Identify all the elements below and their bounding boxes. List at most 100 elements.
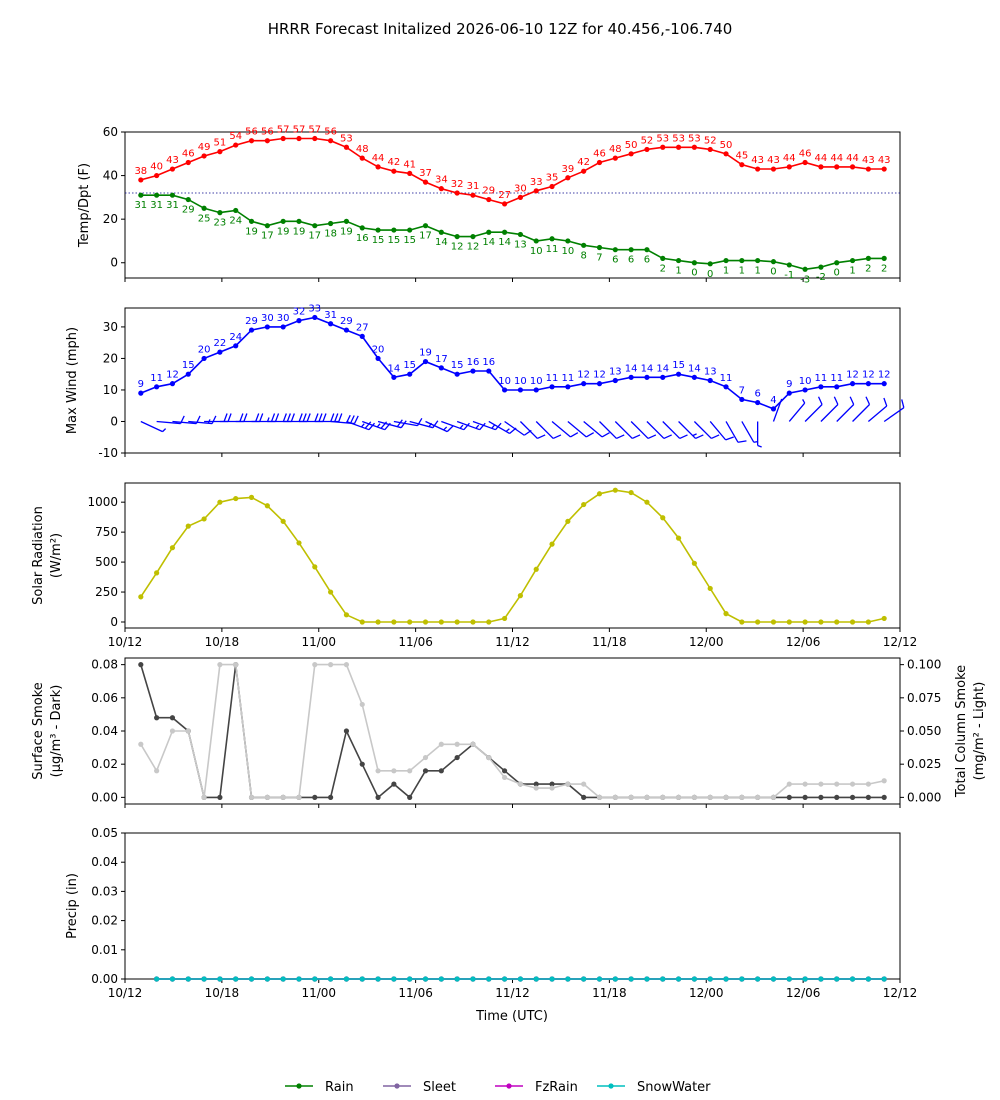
data-label: 8: [580, 250, 586, 261]
data-label: 31: [166, 200, 179, 211]
axes-frame: [124, 657, 901, 805]
data-label: 30: [261, 313, 274, 324]
data-label: 19: [245, 226, 258, 237]
wind-barb-shaft: [709, 421, 727, 441]
data-label: -3: [800, 274, 810, 285]
data-point: [612, 487, 618, 493]
wind-barb-flag: [647, 434, 657, 440]
wind-barb-flag: [290, 413, 295, 422]
data-point: [233, 495, 239, 502]
data-label: 11: [546, 373, 559, 384]
wind-barb-flag: [211, 415, 217, 424]
data-point: [881, 615, 887, 622]
wind-barb-shaft: [614, 421, 633, 439]
data-point: [501, 229, 508, 235]
data-point: [612, 976, 618, 982]
data-label: 27: [356, 322, 369, 333]
wind-barb-half-flag: [266, 417, 270, 422]
data-label: 12: [862, 370, 875, 381]
data-point: [422, 223, 429, 229]
data-point: [138, 390, 144, 396]
data-point: [217, 662, 223, 668]
data-point: [422, 358, 429, 365]
wind-barb: [393, 417, 423, 427]
data-point: [834, 976, 840, 982]
y-tick-label: 10: [103, 383, 118, 397]
series-line: [140, 664, 885, 799]
data-label: 32: [293, 307, 306, 318]
data-point: [375, 794, 381, 800]
data-point: [739, 619, 745, 625]
data-label: 30: [514, 183, 527, 194]
data-label: 15: [403, 360, 416, 371]
series-2: [138, 662, 887, 800]
data-label: 10: [530, 246, 543, 257]
data-label: 14: [498, 237, 511, 248]
x-tick-label: 12/00: [689, 635, 724, 649]
data-point: [375, 976, 381, 982]
data-point: [660, 515, 666, 521]
data-point: [391, 781, 397, 787]
panel-3: 10/12 10/18 11/00 11/06 11/12 11/18 12/00 12/06…: [31, 482, 917, 649]
data-point: [154, 768, 160, 774]
data-point: [454, 976, 460, 982]
wind-barb-flag: [833, 396, 839, 405]
data-point: [280, 976, 286, 982]
data-label: 6: [612, 255, 618, 266]
wind-barb: [662, 421, 688, 440]
data-label: 15: [403, 235, 416, 246]
data-point: [834, 260, 840, 266]
wind-barb-half-flag: [757, 444, 762, 448]
wind-barb: [646, 421, 672, 440]
data-point: [581, 381, 587, 387]
data-point: [786, 781, 792, 787]
wind-barb: [535, 421, 562, 440]
data-label: 15: [388, 235, 401, 246]
data-point: [517, 976, 524, 982]
data-label: 57: [308, 125, 321, 136]
data-label: 10: [498, 376, 511, 387]
legend-item-rain: Rain: [285, 1080, 354, 1095]
wind-barb-flag: [286, 413, 291, 422]
x-tick-label: 10/18: [205, 635, 240, 649]
data-point: [549, 183, 555, 190]
data-point: [154, 976, 160, 982]
wind-barb-flag: [663, 434, 672, 440]
data-point: [359, 701, 365, 708]
data-point: [802, 387, 808, 393]
y-tick-label: 20: [103, 351, 118, 365]
data-point: [755, 794, 761, 800]
legend-item-sleet: Sleet: [383, 1080, 456, 1095]
data-point: [691, 144, 697, 150]
data-label: 11: [150, 373, 163, 384]
wind-barb-flag: [322, 413, 327, 422]
data-point: [849, 794, 856, 800]
data-point: [517, 593, 524, 599]
x-tick-label: 11/00: [301, 986, 336, 1000]
data-point: [185, 976, 191, 982]
data-point: [691, 374, 697, 380]
data-label: 44: [830, 153, 843, 164]
data-point: [312, 314, 318, 321]
data-point: [233, 343, 239, 349]
data-label: 40: [150, 162, 163, 173]
data-point: [328, 220, 334, 227]
data-point: [233, 662, 239, 668]
data-point: [391, 374, 397, 380]
data-point: [565, 175, 571, 181]
data-point: [739, 162, 745, 168]
data-label: 41: [403, 159, 416, 170]
data-label: 31: [324, 310, 337, 321]
data-point: [770, 794, 777, 800]
wind-barb-shaft: [583, 420, 603, 438]
wind-barb: [725, 421, 747, 443]
data-point: [312, 223, 318, 229]
data-label: 45: [735, 151, 748, 162]
data-point: [470, 619, 476, 625]
data-point: [533, 976, 539, 982]
data-point: [422, 754, 429, 761]
x-tick-label: 11/18: [592, 986, 627, 1000]
data-label: 18: [324, 229, 337, 240]
